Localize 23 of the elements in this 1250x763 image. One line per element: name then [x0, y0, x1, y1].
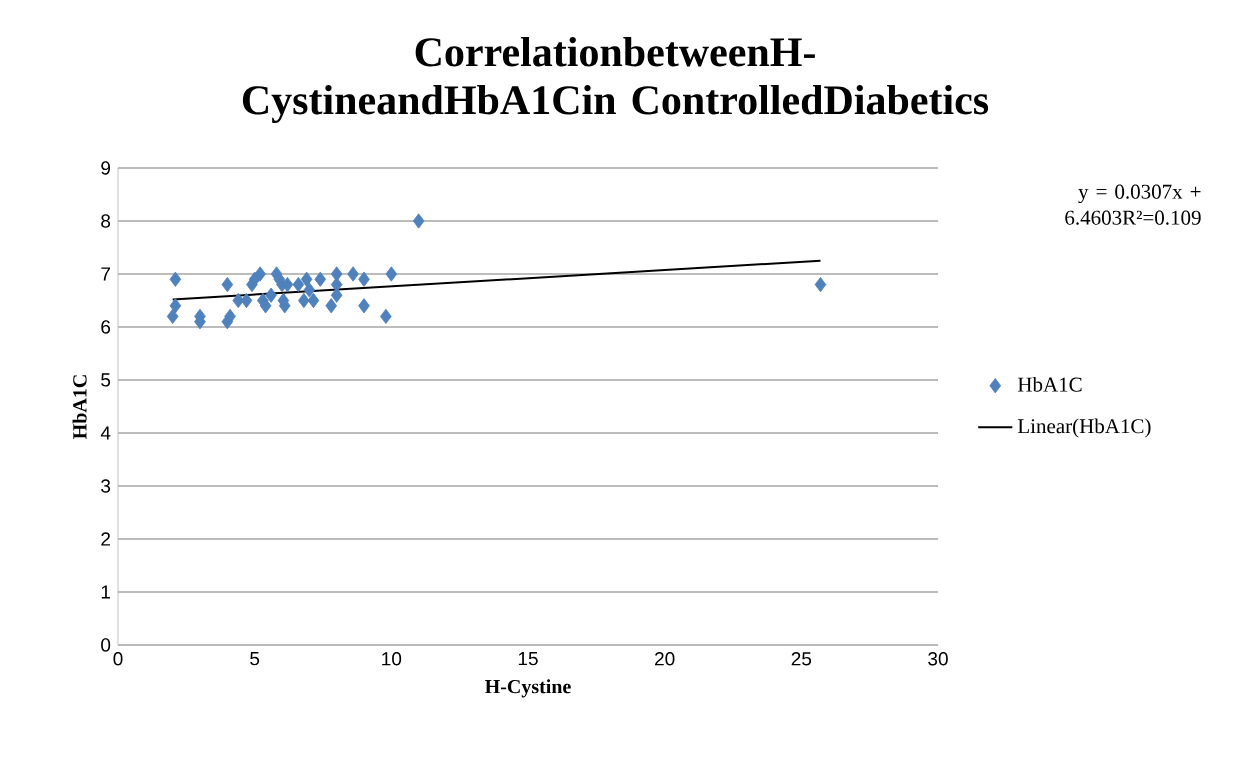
- y-tick-label: 2: [101, 532, 110, 546]
- y-axis-title: HbA1C: [72, 375, 87, 439]
- text: y = 0.0307x + 6.4603R²=0.109: [1065, 184, 1201, 225]
- y-tick-label: 4: [100, 426, 111, 440]
- x-tick-label: 0: [113, 652, 123, 666]
- x-tick-label: 25: [791, 652, 812, 666]
- y-tick-label: 5: [101, 373, 111, 387]
- y-tick-label: 9: [101, 161, 111, 175]
- y-tick-label: 1: [101, 585, 110, 599]
- y-tick-label: 8: [101, 214, 111, 228]
- x-tick-label: 20: [655, 652, 675, 666]
- legend-label: Linear(HbA1C): [1017, 418, 1151, 438]
- legend-label: HbA1C: [1017, 376, 1082, 392]
- x-tick-label: 15: [518, 652, 538, 666]
- chart-title: CorrelationbetweenH-CystineandHbA1Cin ControlledDiabetics: [242, 36, 989, 124]
- y-tick-label: 0: [101, 638, 111, 652]
- y-tick-label: 7: [101, 267, 110, 281]
- x-tick-label: 30: [928, 652, 948, 666]
- x-tick-label: 5: [250, 652, 260, 666]
- y-tick-label: 6: [101, 320, 111, 334]
- x-tick-label: 10: [382, 652, 402, 666]
- y-tick-label: 3: [101, 479, 111, 493]
- x-axis-title: H-Cystine: [485, 679, 571, 698]
